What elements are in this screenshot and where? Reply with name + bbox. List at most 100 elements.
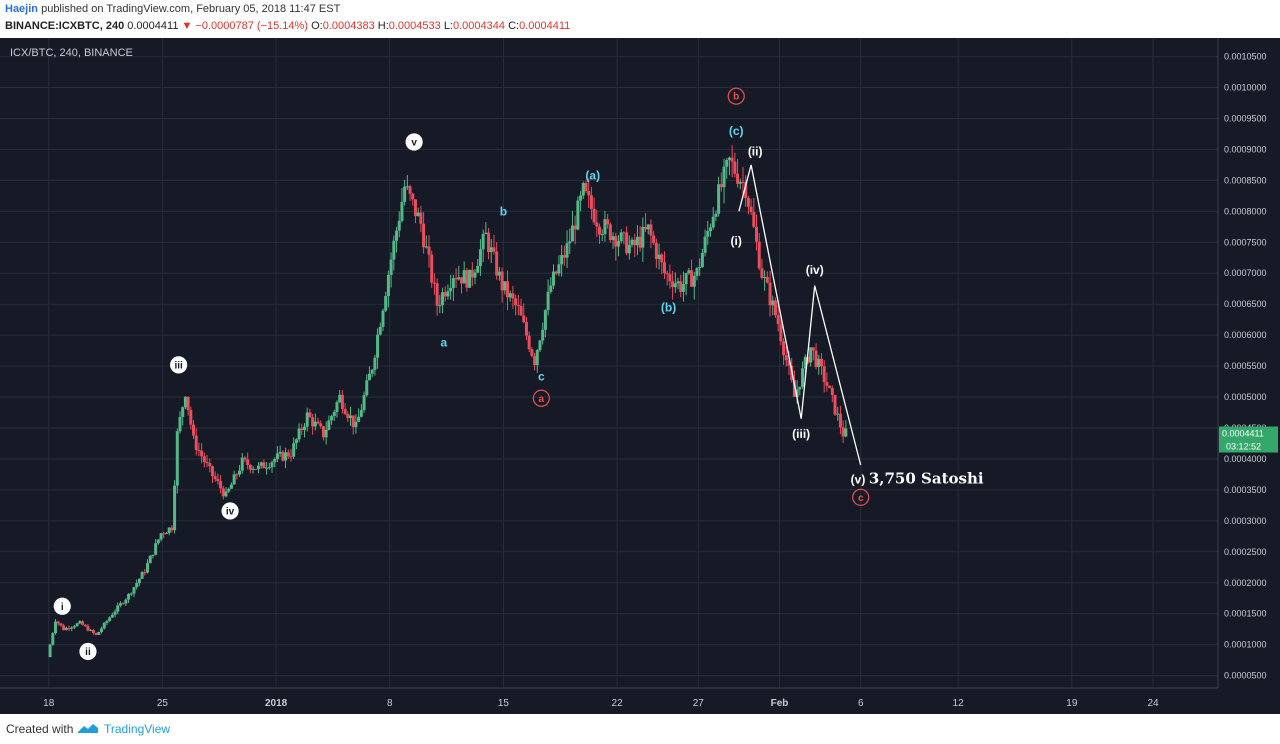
candle-body [500,271,504,291]
candle [565,230,569,269]
wave-label-ring [852,488,870,506]
candle [281,450,285,462]
candle-body [560,255,564,265]
candle-body [660,254,664,263]
candle [118,601,122,608]
candle-body [294,439,298,444]
candle-body [514,298,518,306]
candle [695,266,699,281]
y-tick-label: 0.0008000 [1224,206,1267,216]
candle [441,287,445,314]
candle-body [359,409,363,417]
chart-area[interactable]: 0.0000500 0.0001000 0.0001500 0.0002000 0.00… [0,38,1280,714]
candle-body [606,219,610,225]
candle [200,443,204,464]
candle [595,209,599,237]
price-chart[interactable]: 0.0000500 0.0001000 0.0001500 0.0002000 0.00… [0,38,1280,714]
candle [465,267,469,292]
candle-body [175,431,179,486]
candle [619,229,623,244]
candle [386,270,390,308]
candle [256,462,260,474]
candle [457,265,461,281]
candle-body [156,539,160,544]
candle-body [811,347,815,351]
candle [522,303,526,324]
wave-label-text: iii [174,360,183,371]
wave-label-text: (a) [585,168,600,182]
candle [411,192,415,206]
candle-body [784,355,788,361]
candle [64,626,68,631]
candle [468,269,472,288]
candle [451,274,455,301]
wave-label-text: v [411,138,417,149]
candle [121,602,125,605]
candle [538,339,542,352]
candle [487,227,491,260]
candle [373,354,377,376]
candle-body [275,453,279,460]
candle [81,620,85,626]
y-tick-label: 0.0005000 [1224,392,1267,402]
wave-label-circle: i [53,597,71,615]
candle-body [709,227,712,232]
candle-body [801,368,805,387]
candle [649,219,653,249]
candle [776,304,780,332]
tradingview-brand[interactable]: TradingView [104,722,171,736]
candle [392,235,396,271]
candle-body [205,461,209,464]
candle [210,465,214,484]
candle-body [635,236,639,246]
candle [492,234,496,255]
candle [449,274,453,300]
candle-body [148,555,152,564]
candle-body [286,452,290,457]
candle-body [562,255,566,258]
candle [687,267,691,275]
candle [189,406,193,430]
candle-body [833,394,837,415]
candle [86,623,90,632]
candle-body [541,329,545,341]
candle [771,295,775,316]
candle [376,328,380,369]
candle-body [652,235,656,243]
candle-body [565,243,569,258]
candle [598,223,602,244]
y-tick-label: 0.0002000 [1224,578,1267,588]
candle-body [97,631,101,635]
wave-label-circle: v [405,133,423,151]
candle [362,391,366,413]
candle-body [787,360,791,366]
candle [630,237,634,248]
candle-body [265,467,269,469]
candle-body [346,414,350,418]
candle-body [89,629,93,631]
candle-body [229,484,233,489]
candle-body [668,274,672,282]
candle-body [227,488,231,492]
candle-body [579,195,583,201]
candle [53,619,57,635]
candle [633,233,637,257]
candle-body [340,394,344,410]
wave-label-circle: c [852,488,870,506]
candle [330,414,334,425]
x-tick-label: 25 [157,698,169,709]
candle [779,315,783,346]
wave-label-text: i [61,602,64,613]
candle-body [654,242,658,259]
candle [497,267,501,281]
candle [711,207,715,230]
candle [478,239,482,276]
author-link[interactable]: Haejin [5,3,39,15]
candle [524,316,528,341]
candle-body [595,222,599,227]
candle [321,425,325,441]
candle-body [319,423,323,427]
candle [516,294,520,316]
candle [186,396,190,416]
candle-body [70,627,74,629]
